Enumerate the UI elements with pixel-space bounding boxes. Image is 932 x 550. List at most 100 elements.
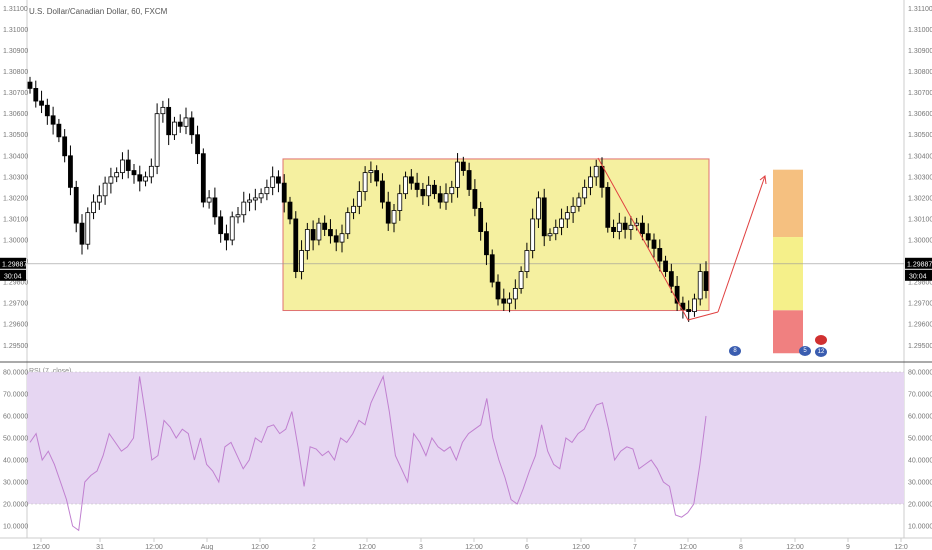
candle-body [495,281,501,300]
ca-flag-icon[interactable] [815,335,827,345]
candle-body [241,201,247,216]
x-tick-label: 12:00 [251,544,269,550]
candle-body [391,210,397,224]
candle-body [224,233,229,241]
countdown-label-box-left [0,269,26,281]
candle-body [56,123,62,138]
x-tick-label: 7 [633,544,637,550]
candle-body [125,159,131,171]
target-zone [773,169,803,238]
candle-body [536,197,541,220]
candle-body [547,233,553,237]
candle-body [247,199,252,203]
target-zone [773,237,803,311]
candle-body [403,176,408,195]
candle-body [85,212,91,245]
candle-body [154,113,160,167]
candle-body [611,226,616,232]
rsi-tick-label-left: 20.0000 [3,502,28,509]
candle-body [264,186,270,195]
candle-body [564,212,570,220]
candle-body [420,189,426,197]
candle-body [351,205,356,214]
price-tick-label-right: 1.30700 [908,90,932,97]
rsi-tick-label-left: 30.0000 [3,480,28,487]
rsi-tick-label-right: 20.0000 [908,502,932,509]
candle-body [559,218,564,228]
rsi-tick-label-left: 60.0000 [3,414,28,421]
price-tick-label-right: 1.31100 [908,6,932,13]
candle-body [588,176,593,188]
decline-arrow [597,157,719,321]
current-price-label-box [905,257,932,269]
candle-body [293,218,299,272]
candle-body [345,212,351,235]
candle-body [640,222,645,235]
x-tick-label: 12:00 [572,544,590,550]
candle-body [96,195,102,203]
current-price-label: 1.29887 [907,261,932,268]
candle-body [622,222,628,230]
price-tick-label-right: 1.30900 [908,48,932,55]
candle-body [333,235,339,243]
candle-body [218,216,224,235]
candle-body [148,165,154,178]
price-tick-label-right: 1.30200 [908,195,932,202]
candle-body [616,222,622,232]
candle-body [374,170,380,182]
price-tick-label-left: 1.30800 [3,69,28,76]
price-tick-label-left: 1.30100 [3,216,28,223]
target-zone [773,310,803,354]
us-flag-icon[interactable]: 12 [815,347,827,357]
candle-body [628,224,634,230]
rsi-tick-label-right: 10.0000 [908,524,932,531]
candle-body [449,186,455,195]
candle-body [657,248,663,262]
candle-body [432,184,437,195]
price-tick-label-left: 1.30600 [3,111,28,118]
price-tick-label-left: 1.30500 [3,132,28,139]
us-flag-icon[interactable]: 8 [729,346,741,356]
price-tick-label-right: 1.30800 [908,69,932,76]
candle-body [316,222,322,241]
price-tick-label-right: 1.31000 [908,27,932,34]
price-tick-label-right: 1.29800 [908,280,932,287]
rsi-tick-label-right: 40.0000 [908,458,932,465]
candle-body [466,170,472,190]
candle-body [108,176,114,184]
rsi-tick-label-left: 80.0000 [3,370,28,377]
rsi-tick-label-left: 70.0000 [3,392,28,399]
price-tick-label-left: 1.29700 [3,301,28,308]
price-tick-label-left: 1.31000 [3,27,28,34]
x-tick-label: 3 [419,544,423,550]
candle-body [160,106,166,115]
rsi-title: RSI (7, close) [29,368,72,375]
rsi-tick-label-right: 70.0000 [908,392,932,399]
candle-body [570,205,576,214]
candle-body [270,176,276,188]
x-tick-label: 12:00 [32,544,50,550]
candle-body [212,197,218,218]
candle-body [426,184,432,197]
candle-body [339,233,345,243]
rsi-tick-label-right: 30.0000 [908,480,932,487]
rsi-tick-label-right: 60.0000 [908,414,932,421]
candle-body [645,233,651,241]
x-tick-label: 12:00 [786,544,804,550]
price-tick-label-left: 1.30400 [3,153,28,160]
rsi-tick-label-right: 50.0000 [908,436,932,443]
candle-body [484,231,489,256]
candle-body [235,214,241,218]
price-tick-label-right: 1.30300 [908,174,932,181]
rsi-tick-label-left: 10.0000 [3,524,28,531]
candle-body [553,226,559,235]
candle-body [651,239,657,249]
us-flag-icon[interactable]: 5 [799,346,811,356]
candle-body [281,182,287,203]
candle-body [322,222,328,230]
candle-body [512,288,518,300]
x-tick-label: 12:00 [358,544,376,550]
price-tick-label-left: 1.30200 [3,195,28,202]
candle-body [599,165,605,188]
